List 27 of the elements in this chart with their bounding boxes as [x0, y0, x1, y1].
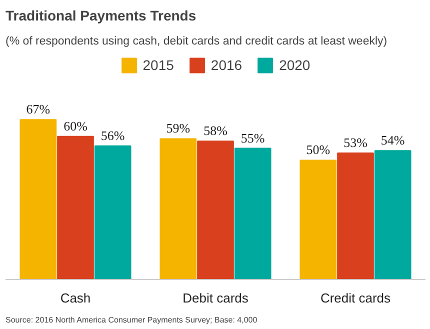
x-tick-label: Credit cards [320, 290, 392, 306]
chart-subtitle: (% of respondents using cash, debit cards and credit cards at least weekly) [6, 36, 388, 48]
bar [234, 148, 272, 280]
bar [160, 138, 197, 280]
data-label: 60% [64, 118, 88, 134]
bar [374, 150, 412, 280]
bar [337, 152, 374, 280]
bar [20, 119, 57, 280]
x-tick-label: Debit cards [182, 290, 249, 306]
legend-label: 2016 [210, 57, 242, 73]
data-label: 58% [204, 123, 228, 138]
bar [197, 140, 234, 280]
bar [300, 160, 337, 280]
source-note: Source: 2016 North America Consumer Payments Survey; Base: 4,000 [6, 316, 258, 324]
bar [57, 136, 94, 280]
data-label: 54% [380, 132, 405, 148]
data-label: 56% [100, 128, 125, 143]
data-label: 55% [240, 130, 265, 146]
x-tick-label: Cash [60, 290, 91, 306]
data-label: 53% [344, 135, 368, 150]
legend-label: 2020 [279, 57, 310, 73]
data-label: 59% [166, 120, 190, 136]
data-label: 50% [306, 142, 330, 158]
data-label: 67% [26, 102, 50, 117]
bar [94, 145, 132, 280]
chart-title: Traditional Payments Trends [6, 8, 196, 24]
legend-label: 2015 [142, 57, 174, 73]
